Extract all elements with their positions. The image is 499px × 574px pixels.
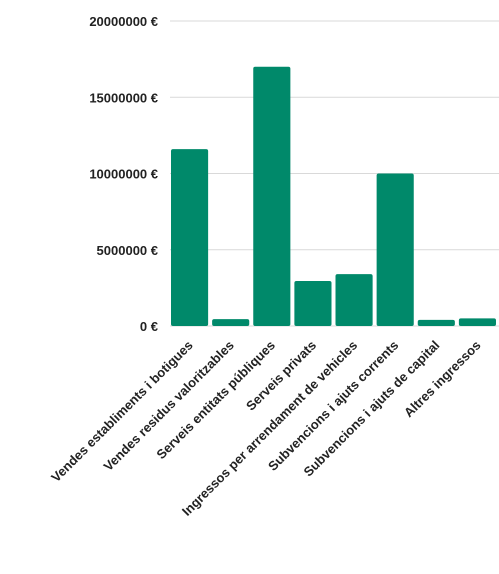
y-tick-label: 15000000 € <box>89 90 158 105</box>
y-tick-label: 0 € <box>140 319 158 334</box>
bar[interactable] <box>376 173 414 327</box>
bar[interactable] <box>212 319 250 326</box>
x-tick-label: Serveis privats <box>243 338 319 414</box>
y-tick-label: 20000000 € <box>89 14 158 29</box>
x-tick-label: Altres ingressos <box>401 338 484 421</box>
bar[interactable] <box>294 281 332 326</box>
bar[interactable] <box>253 66 291 326</box>
bar[interactable] <box>171 149 209 326</box>
bar[interactable] <box>458 318 496 326</box>
bar[interactable] <box>417 319 455 326</box>
bars <box>171 66 496 327</box>
y-axis-ticks: 0 € 5000000 € 10000000 € 15000000 € 20000000… <box>89 14 158 334</box>
gridlines <box>170 20 499 327</box>
y-tick-label: 10000000 € <box>89 167 158 182</box>
y-tick-label: 5000000 € <box>97 243 158 258</box>
bar[interactable] <box>335 274 373 326</box>
